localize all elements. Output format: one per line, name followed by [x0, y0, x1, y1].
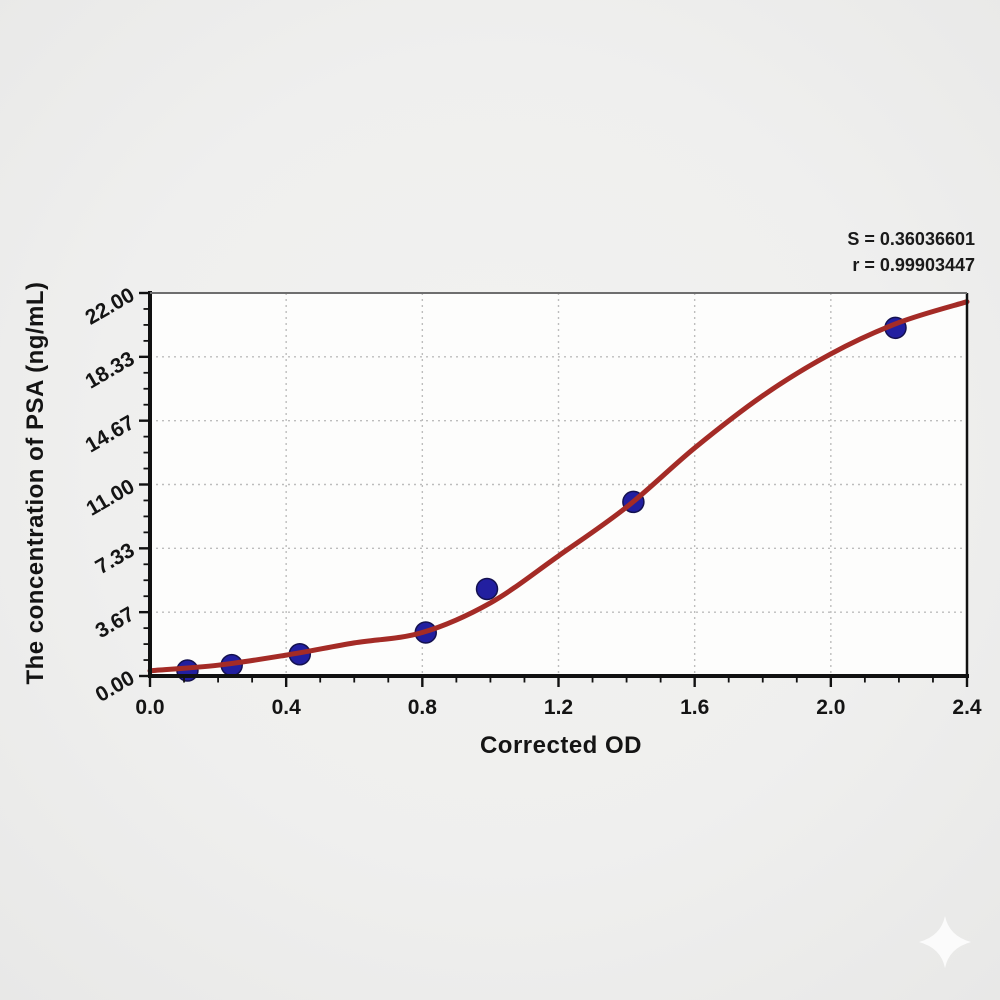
- x-tick-label: 1.2: [544, 696, 573, 719]
- x-tick-label: 1.6: [680, 696, 709, 719]
- x-tick-label: 0.8: [408, 696, 438, 719]
- data-point: [475, 577, 499, 601]
- y-tick-label: 7.33: [92, 539, 139, 579]
- y-axis-title: The concentration of PSA (ng/mL): [22, 281, 49, 685]
- x-tick-label: 0.0: [135, 696, 164, 719]
- y-tick-label: 22.00: [81, 283, 138, 329]
- y-tick-label: 14.67: [81, 411, 138, 457]
- sparkle-watermark-icon: [919, 916, 971, 968]
- fit-s-value: S = 0.36036601: [847, 229, 975, 249]
- y-tick-label: 18.33: [81, 347, 138, 393]
- fit-statistics: S = 0.36036601 r = 0.99903447: [847, 226, 975, 278]
- x-axis-title: Corrected OD: [479, 732, 643, 759]
- x-tick-label: 0.4: [272, 696, 302, 719]
- x-tick-label: 2.4: [952, 696, 982, 719]
- x-tick-label: 2.0: [816, 696, 845, 719]
- y-tick-label: 0.00: [92, 666, 139, 706]
- fit-curve: [147, 299, 970, 674]
- y-tick-label: 11.00: [82, 475, 138, 521]
- y-tick-label: 3.67: [92, 603, 139, 643]
- fit-r-value: r = 0.99903447: [852, 255, 975, 275]
